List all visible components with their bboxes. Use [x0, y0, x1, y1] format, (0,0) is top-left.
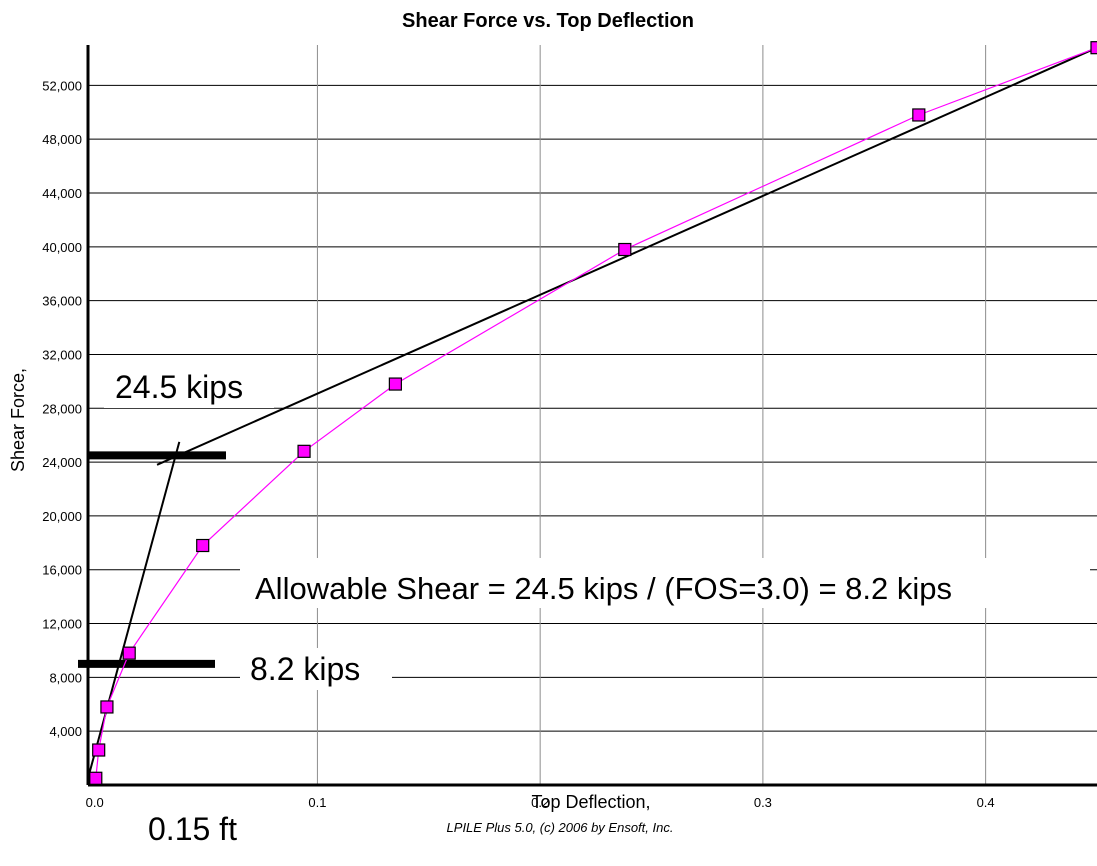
annotation-allowable: 8.2 kips [250, 651, 360, 687]
x-tick-label: 0.0 [86, 795, 104, 810]
chart-title: Shear Force vs. Top Deflection [402, 10, 694, 32]
data-point [912, 108, 926, 122]
y-tick-label: 12,000 [42, 617, 82, 632]
annotation-allowable-text-bg [240, 558, 1090, 608]
x-tick-label: 0.4 [977, 795, 995, 810]
data-series [89, 41, 1097, 785]
y-tick-label: 24,000 [42, 455, 82, 470]
y-tick-label: 48,000 [42, 132, 82, 147]
data-point [89, 771, 103, 785]
annotation-lines [78, 451, 226, 668]
annotation-allowable-bg [240, 648, 392, 690]
data-point [388, 377, 402, 391]
data-point [92, 743, 106, 757]
data-point [297, 444, 311, 458]
annotation-deflection: 0.15 ft [148, 811, 237, 847]
tick-labels: 4,000 8,000 12,000 16,000 20,000 24,000 28,000… [42, 78, 994, 810]
y-tick-label: 4,000 [49, 724, 82, 739]
y-tick-label: 36,000 [42, 294, 82, 309]
x-tick-label: 0.1 [308, 795, 326, 810]
tangent-line [156, 46, 1097, 466]
y-tick-label: 16,000 [42, 563, 82, 578]
data-point [618, 242, 632, 257]
data-point [122, 646, 136, 660]
y-tick-label: 20,000 [42, 509, 82, 524]
y-tick-label: 32,000 [42, 347, 82, 362]
x-axis-label: Top Deflection, [531, 792, 650, 812]
y-tick-label: 40,000 [42, 240, 82, 255]
reference-lines [87, 46, 1097, 779]
y-tick-label: 52,000 [42, 78, 82, 93]
footer-credit: LPILE Plus 5.0, (c) 2006 by Ensoft, Inc. [447, 820, 674, 835]
data-point [1090, 41, 1097, 55]
y-axis-label: Shear Force, [8, 368, 28, 472]
plot-frame [86, 45, 1097, 787]
series-line [95, 47, 1097, 779]
y-tick-label: 28,000 [42, 401, 82, 416]
tangent-line [87, 441, 181, 779]
y-tick-label: 8,000 [49, 670, 82, 685]
x-tick-label: 0.3 [754, 795, 772, 810]
data-point [100, 700, 114, 714]
y-tick-label: 44,000 [42, 186, 82, 201]
grid [88, 45, 1097, 785]
x-tick-label: 0.2 [531, 795, 549, 810]
annotation-allowable-text: Allowable Shear = 24.5 kips / (FOS=3.0) … [255, 571, 952, 606]
data-point [196, 538, 210, 553]
annotation-ultimate-bg [104, 362, 274, 408]
annotation-ultimate: 24.5 kips [115, 369, 243, 405]
